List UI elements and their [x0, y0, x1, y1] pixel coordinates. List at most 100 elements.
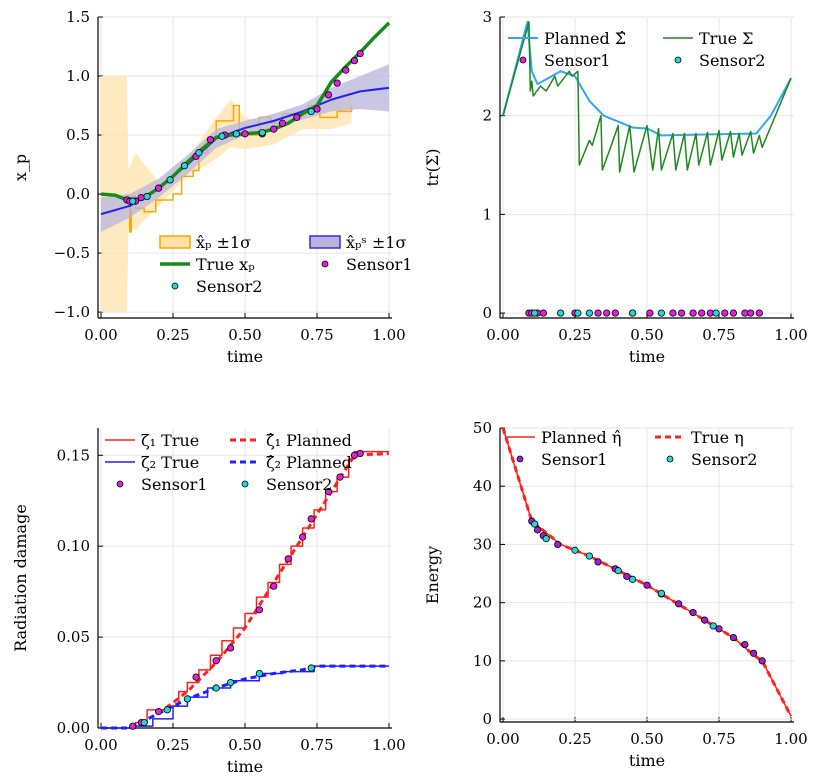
- x-tick-label: 0.50: [630, 326, 663, 344]
- legend-label: Sensor1: [141, 475, 207, 494]
- sensor-point: [689, 309, 697, 317]
- legend-swatch: [159, 235, 191, 249]
- sensor-point: [539, 309, 547, 317]
- sensor-point: [166, 176, 174, 184]
- sensor-point: [700, 616, 709, 624]
- sensor-point: [646, 309, 654, 317]
- legend-entry: x̂ₚˢ ±1σ: [309, 233, 406, 252]
- x-tick-label: 0.25: [156, 326, 189, 344]
- sensor-point: [675, 600, 683, 608]
- y-tick-label: 30: [473, 535, 492, 553]
- sensor-point: [585, 309, 594, 317]
- sensor-point: [741, 640, 749, 649]
- sensor-point: [195, 149, 203, 157]
- legend-label: Sensor2: [691, 450, 757, 469]
- x-axis-label: time: [629, 347, 665, 366]
- sensor-point: [278, 119, 287, 127]
- legend-entry: Sensor1: [116, 475, 207, 494]
- sensor-point: [192, 673, 200, 681]
- y-tick-label: 0: [482, 304, 492, 322]
- sensor-point: [140, 718, 148, 727]
- sensor-point: [324, 488, 333, 496]
- legend-marker: [171, 282, 179, 290]
- x-tick-label: 0.00: [486, 730, 519, 748]
- legend-label: Sensor1: [541, 450, 607, 469]
- subplot-3: 0.00 0.25 0.50 0.75 1.00 0.00 0.05 0.10 0.15 time…: [11, 428, 406, 776]
- sensor-point: [258, 129, 266, 137]
- sensor-point: [183, 695, 191, 703]
- legend-marker: [516, 455, 524, 463]
- legend-label: x̂ₚ ±1σ: [196, 233, 251, 252]
- y-tick-label: 0.10: [57, 537, 90, 555]
- legend-marker: [321, 260, 329, 268]
- x-tick-label: 0.75: [300, 736, 333, 754]
- y-tick-label: 1.0: [66, 67, 90, 85]
- sensor-point: [155, 708, 163, 716]
- sensor-point: [611, 309, 619, 317]
- sensor-point: [721, 309, 729, 317]
- y-tick-label: 1: [482, 205, 492, 223]
- sensor-point: [293, 113, 301, 121]
- y-tick-label: 40: [473, 477, 492, 495]
- y-tick-label: 0.0: [66, 185, 90, 203]
- sensor-point: [585, 552, 594, 560]
- sensor-point: [241, 130, 249, 138]
- x-tick-label: 0.00: [486, 326, 519, 344]
- legend-label: ζ̂₂ Planned: [266, 453, 352, 472]
- legend-entry: ζ₁ True: [105, 431, 199, 450]
- y-tick-label: 0.15: [57, 446, 90, 464]
- x-tick-label: 0.25: [156, 736, 189, 754]
- sensor-point: [729, 633, 738, 642]
- legend-label: x̂ₚˢ ±1σ: [346, 233, 406, 252]
- sensor-point: [533, 526, 542, 534]
- sensor-point: [333, 79, 341, 87]
- sensor-point: [307, 664, 315, 672]
- legend-entry: Sensor2: [171, 277, 262, 296]
- sensor-point: [298, 533, 307, 541]
- sensor-point: [307, 515, 315, 523]
- legend-entry: Sensor1: [321, 255, 412, 274]
- sensor-point: [137, 194, 145, 202]
- sensor-point: [163, 706, 171, 714]
- sensor-point: [689, 608, 697, 617]
- subplot-2: 0.00 0.25 0.50 0.75 1.00 0 1 2 3 time tr(Σ) Planned…: [423, 8, 808, 366]
- sensor-point: [129, 722, 137, 730]
- legend-marker: [116, 480, 124, 488]
- sensor-point: [712, 309, 720, 317]
- sensor-point: [227, 644, 235, 652]
- legend-marker: [674, 56, 682, 64]
- sensor-point: [747, 309, 755, 317]
- sensor-point: [356, 449, 364, 458]
- sensor-point: [270, 582, 278, 590]
- sensor-point: [709, 622, 717, 630]
- legend-label: ζ₂ True: [141, 453, 199, 472]
- legend-swatch: [309, 235, 341, 249]
- sensor-point: [758, 657, 766, 665]
- x-tick-label: 1.00: [774, 326, 807, 344]
- sensor-point: [594, 309, 602, 317]
- y-tick-label: 50: [473, 419, 492, 437]
- legend-marker: [241, 480, 249, 488]
- x-tick-label: 0.00: [84, 736, 117, 754]
- series-line: [502, 21, 792, 173]
- legend-label: Sensor2: [266, 475, 332, 494]
- legend-entry: Sensor1: [516, 450, 607, 469]
- sensor-point: [542, 535, 550, 543]
- y-axis-label: tr(Σ): [423, 149, 442, 187]
- legend-entry: Sensor2: [241, 475, 332, 494]
- sensor-point: [554, 540, 562, 549]
- x-axis-label: time: [629, 751, 665, 770]
- sensor-point: [155, 184, 163, 192]
- x-tick-label: 0.25: [558, 326, 591, 344]
- x-tick-label: 0.75: [300, 326, 333, 344]
- sensor-point: [342, 66, 350, 74]
- sensor-point: [657, 309, 666, 317]
- legend-entry: Sensor1: [519, 51, 610, 70]
- sensor-point: [698, 309, 706, 317]
- sensor-point: [574, 309, 582, 317]
- legend-marker: [666, 455, 674, 463]
- sensor-point: [594, 558, 602, 566]
- legend-entry: x̂ₚ ±1σ: [159, 233, 251, 252]
- sensor-point: [129, 197, 137, 205]
